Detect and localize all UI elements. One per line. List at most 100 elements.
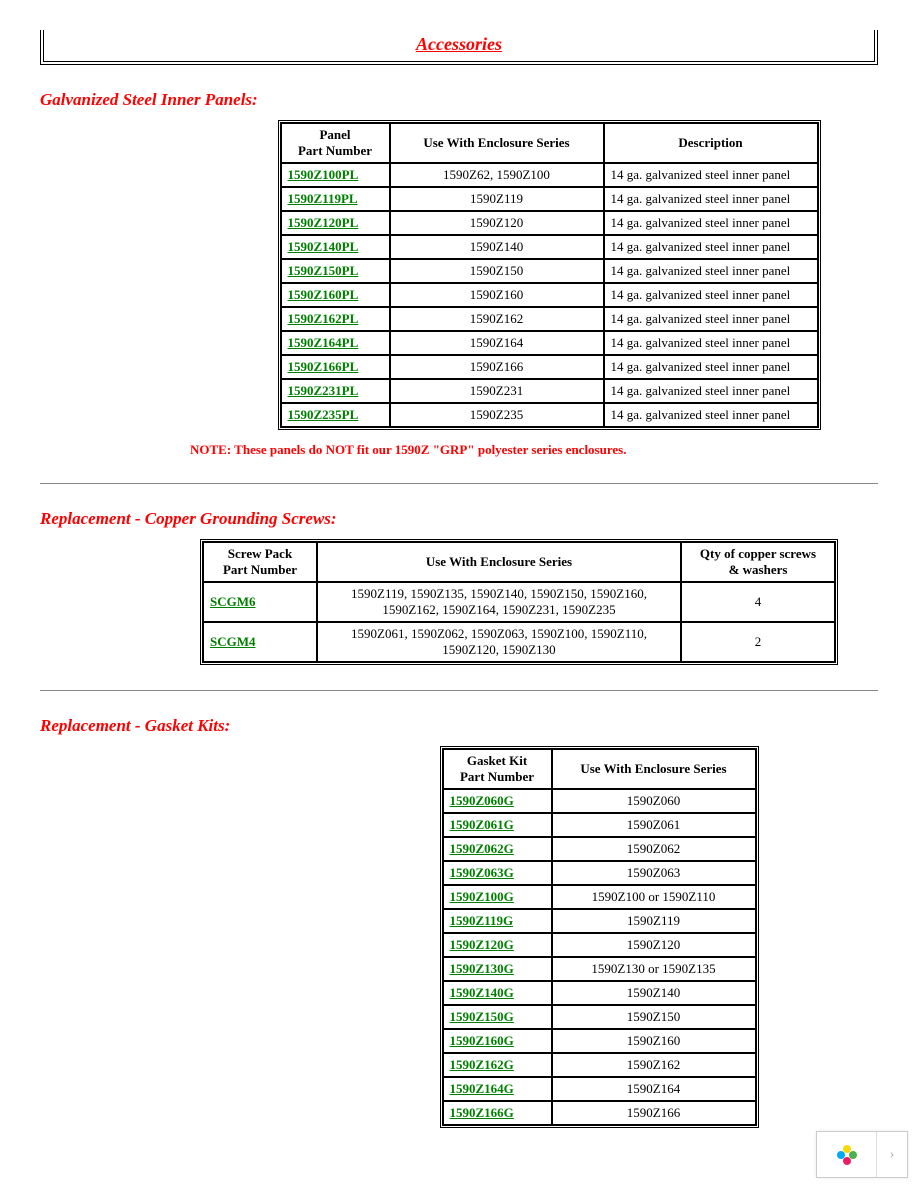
desc-cell: 14 ga. galvanized steel inner panel [604,259,818,283]
use-cell: 1590Z162 [552,1053,756,1077]
use-cell: 1590Z130 or 1590Z135 [552,957,756,981]
use-cell: 1590Z119 [390,187,604,211]
part-number-link[interactable]: 1590Z150G [450,1009,514,1024]
desc-cell: 14 ga. galvanized steel inner panel [604,283,818,307]
part-number-link[interactable]: 1590Z140G [450,985,514,1000]
table-row: 1590Z060G 1590Z060 [443,789,756,813]
part-number-link[interactable]: 1590Z120PL [288,215,359,230]
table-row: 1590Z231PL1590Z23114 ga. galvanized stee… [281,379,818,403]
panels-table: Panel Part Number Use With Enclosure Ser… [278,120,821,430]
page-title: Accessories [416,34,502,54]
qty-cell: 4 [681,582,835,622]
part-number-link[interactable]: 1590Z150PL [288,263,359,278]
part-number-link[interactable]: 1590Z160PL [288,287,359,302]
part-number-link[interactable]: 1590Z060G [450,793,514,808]
use-cell: 1590Z166 [552,1101,756,1125]
screws-col-partnum: Screw Pack Part Number [203,542,317,582]
part-number-link[interactable]: 1590Z162G [450,1057,514,1072]
table-row: 1590Z162PL1590Z16214 ga. galvanized stee… [281,307,818,331]
accessories-title-box: Accessories [40,30,878,65]
gaskets-table: Gasket Kit Part Number Use With Enclosur… [440,746,759,1128]
divider [40,483,878,484]
use-cell: 1590Z140 [552,981,756,1005]
use-cell: 1590Z062 [552,837,756,861]
part-number-link[interactable]: 1590Z062G [450,841,514,856]
part-number-link[interactable]: 1590Z231PL [288,383,359,398]
part-number-link[interactable]: 1590Z235PL [288,407,359,422]
use-cell: 1590Z166 [390,355,604,379]
chevron-right-icon[interactable]: › [876,1132,907,1177]
use-cell: 1590Z162 [390,307,604,331]
part-number-link[interactable]: SCGM4 [210,634,256,649]
table-row: 1590Z061G1590Z061 [443,813,756,837]
gaskets-col-use: Use With Enclosure Series [552,749,756,789]
table-row: 1590Z150G 1590Z150 [443,1005,756,1029]
use-cell: 1590Z62, 1590Z100 [390,163,604,187]
part-number-link[interactable]: 1590Z140PL [288,239,359,254]
desc-cell: 14 ga. galvanized steel inner panel [604,331,818,355]
part-number-link[interactable]: 1590Z100G [450,889,514,904]
section-heading-screws: Replacement - Copper Grounding Screws: [40,509,878,529]
part-number-link[interactable]: 1590Z119G [450,913,514,928]
panels-table-header-row: Panel Part Number Use With Enclosure Ser… [281,123,818,163]
table-row: 1590Z164PL 1590Z16414 ga. galvanized stee… [281,331,818,355]
table-row: 1590Z119G1590Z119 [443,909,756,933]
use-cell: 1590Z120 [552,933,756,957]
part-number-link[interactable]: 1590Z063G [450,865,514,880]
desc-cell: 14 ga. galvanized steel inner panel [604,235,818,259]
part-number-link[interactable]: 1590Z119PL [288,191,358,206]
table-row: 1590Z164G 1590Z164 [443,1077,756,1101]
part-number-link[interactable]: 1590Z100PL [288,167,359,182]
desc-cell: 14 ga. galvanized steel inner panel [604,379,818,403]
desc-cell: 14 ga. galvanized steel inner panel [604,403,818,427]
part-number-link[interactable]: 1590Z166PL [288,359,359,374]
table-row: 1590Z062G 1590Z062 [443,837,756,861]
part-number-link[interactable]: 1590Z166G [450,1105,514,1120]
divider [40,690,878,691]
table-row: 1590Z140G 1590Z140 [443,981,756,1005]
part-number-link[interactable]: 1590Z120G [450,937,514,952]
use-cell: 1590Z164 [390,331,604,355]
panels-col-use: Use With Enclosure Series [390,123,604,163]
table-row: 1590Z160PL1590Z16014 ga. galvanized stee… [281,283,818,307]
table-row: 1590Z160G1590Z160 [443,1029,756,1053]
table-row: SCGM6 1590Z119, 1590Z135, 1590Z140, 1590Z… [203,582,835,622]
use-cell: 1590Z150 [390,259,604,283]
screws-col-use: Use With Enclosure Series [317,542,681,582]
part-number-link[interactable]: 1590Z164G [450,1081,514,1096]
part-number-link[interactable]: 1590Z164PL [288,335,359,350]
use-cell: 1590Z150 [552,1005,756,1029]
part-number-link[interactable]: 1590Z162PL [288,311,359,326]
table-row: 1590Z100PL 1590Z62, 1590Z10014 ga. galvan… [281,163,818,187]
table-row: 1590Z100G1590Z100 or 1590Z110 [443,885,756,909]
part-number-link[interactable]: 1590Z130G [450,961,514,976]
table-row: 1590Z130G 1590Z130 or 1590Z135 [443,957,756,981]
use-cell: 1590Z060 [552,789,756,813]
use-cell: 1590Z063 [552,861,756,885]
use-cell: 1590Z164 [552,1077,756,1101]
use-cell: 1590Z119, 1590Z135, 1590Z140, 1590Z150, … [317,582,681,622]
table-row: 1590Z119PL1590Z11914 ga. galvanized stee… [281,187,818,211]
qty-cell: 2 [681,622,835,662]
section-heading-panels: Galvanized Steel Inner Panels: [40,90,878,110]
screws-col-qty: Qty of copper screws & washers [681,542,835,582]
table-row: 1590Z063G 1590Z063 [443,861,756,885]
floating-widget[interactable]: › [816,1131,908,1178]
widget-logo-icon [817,1141,876,1169]
part-number-link[interactable]: 1590Z160G [450,1033,514,1048]
desc-cell: 14 ga. galvanized steel inner panel [604,355,818,379]
part-number-link[interactable]: 1590Z061G [450,817,514,832]
table-row: 1590Z235PL1590Z23514 ga. galvanized stee… [281,403,818,427]
gaskets-table-header-row: Gasket Kit Part Number Use With Enclosur… [443,749,756,789]
use-cell: 1590Z061, 1590Z062, 1590Z063, 1590Z100, … [317,622,681,662]
table-row: 1590Z120PL1590Z12014 ga. galvanized stee… [281,211,818,235]
panels-col-desc: Description [604,123,818,163]
desc-cell: 14 ga. galvanized steel inner panel [604,163,818,187]
screws-table: Screw Pack Part Number Use With Enclosur… [200,539,838,665]
table-row: 1590Z150PL 1590Z15014 ga. galvanized stee… [281,259,818,283]
table-row: SCGM4 1590Z061, 1590Z062, 1590Z063, 1590Z… [203,622,835,662]
part-number-link[interactable]: SCGM6 [210,594,256,609]
use-cell: 1590Z140 [390,235,604,259]
table-row: 1590Z120G 1590Z120 [443,933,756,957]
table-row: 1590Z166PL 1590Z16614 ga. galvanized stee… [281,355,818,379]
